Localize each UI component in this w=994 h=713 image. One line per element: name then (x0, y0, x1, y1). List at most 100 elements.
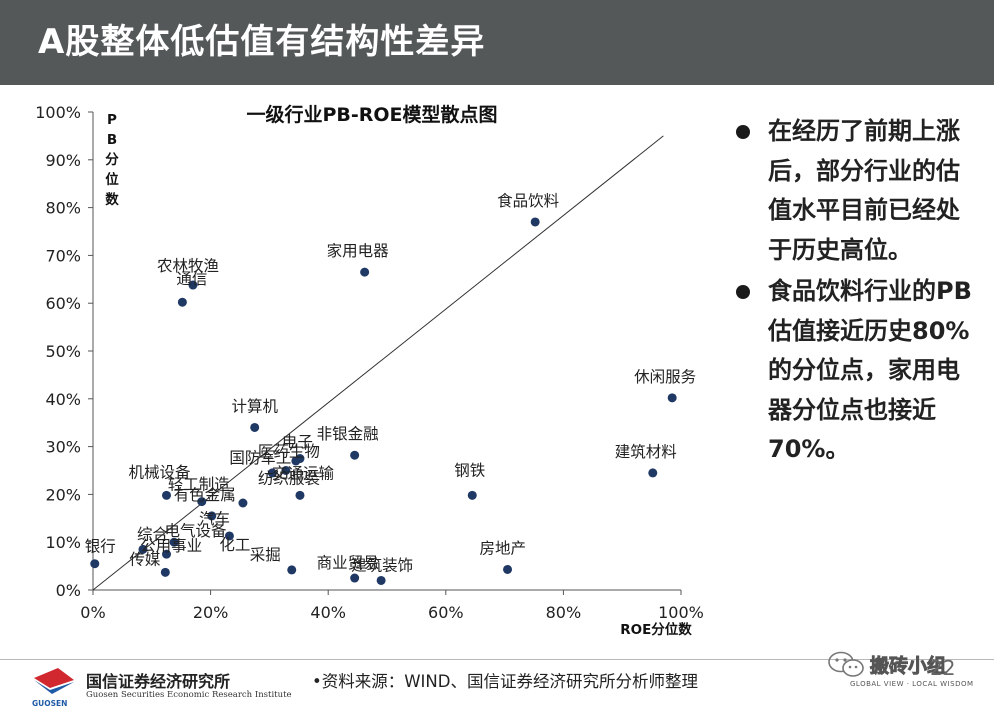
data-point-label: 钢铁 (454, 461, 485, 479)
y-tick-label: 10% (45, 533, 81, 552)
data-point-label: 化工 (219, 536, 250, 554)
bullet-dot-icon (736, 125, 750, 139)
data-point (503, 564, 513, 574)
data-point-label: 机械设备 (129, 463, 192, 481)
data-point (648, 468, 658, 478)
data-point (197, 497, 207, 507)
y-tick-label: 50% (45, 342, 81, 361)
y-axis-label-char: B (107, 132, 117, 148)
y-axis-label-char: 位 (105, 171, 119, 188)
bullet-item-2: 食品饮料行业的PB估值接近历史80%的分位点，家用电器分位点也接近70%。 (728, 272, 978, 470)
x-tick-label: 100% (658, 603, 704, 622)
data-point (360, 267, 370, 277)
y-tick-label: 60% (45, 294, 81, 313)
data-point-label: 传媒 (129, 550, 161, 568)
reference-line (92, 135, 664, 591)
data-point (467, 490, 477, 500)
x-tick-label: 40% (310, 603, 346, 622)
data-point-label: 国防军工 (229, 449, 291, 467)
data-point-label: 汽车 (199, 510, 230, 528)
data-point-label: 食品饮料 (497, 192, 559, 210)
data-point-label: 综合 (137, 525, 169, 543)
x-axis-label: ROE分位数 (620, 621, 692, 638)
data-point-label: 医药生物 (258, 443, 320, 461)
data-point (267, 468, 277, 478)
bullet-text-1: 在经历了前期上涨后，部分行业的估值水平目前已经处于历史高位。 (768, 117, 960, 264)
data-point (667, 393, 677, 403)
data-point (169, 537, 179, 547)
data-point-label: 家用电器 (327, 242, 390, 260)
chart-title: 一级行业PB-ROE模型散点图 (246, 103, 497, 126)
data-point (238, 498, 248, 508)
watermark-subtext: GLOBAL VIEW · LOCAL WISDOM (850, 680, 974, 688)
data-point-label: 交通运输 (272, 465, 335, 483)
bullet-text-2: 食品饮料行业的PB估值接近历史80%的分位点，家用电器分位点也接近70%。 (768, 277, 972, 463)
data-point-label: 银行 (85, 538, 116, 556)
data-point (207, 511, 217, 521)
data-point (90, 559, 100, 569)
y-tick-label: 100% (35, 103, 81, 122)
data-point-label: 有色金属 (174, 486, 236, 504)
bullet-list: 在经历了前期上涨后，部分行业的估值水平目前已经处于历史高位。 食品饮料行业的PB… (728, 112, 978, 472)
bullet-item-1: 在经历了前期上涨后，部分行业的估值水平目前已经处于历史高位。 (728, 112, 978, 270)
logo-name-cn: 国信证券经济研究所 (86, 672, 231, 691)
wechat-icon (828, 651, 864, 677)
data-point (530, 217, 540, 227)
data-point (350, 573, 360, 583)
logo-name-en: Guosen Securities Economic Research Inst… (86, 690, 292, 700)
y-tick-label: 90% (45, 151, 81, 170)
data-point-label: 建筑装饰 (351, 556, 413, 574)
data-point-label: 农林牧渔 (157, 257, 219, 275)
data-point-label: 通信 (176, 270, 207, 288)
data-point-label: 休闲服务 (634, 368, 696, 386)
guosen-logo-icon: GUOSEN (32, 668, 74, 708)
data-point-label: 轻工制造 (168, 476, 231, 494)
x-tick-label: 20% (193, 603, 229, 622)
pb-roe-scatter-chart: 0% 20% 40% 60% 80% 100% 0% 10% 20% 30% 40% 50% 60% 70… (35, 103, 704, 638)
y-tick-label: 20% (45, 485, 81, 504)
page-title: A股整体低估值有结构性差异 (38, 22, 486, 62)
data-point-label: 公用事业 (140, 537, 202, 555)
data-point-label: 采掘 (250, 546, 281, 564)
data-point (376, 575, 386, 585)
data-point-label: 房地产 (480, 539, 527, 557)
data-point-label: 纺织服装 (258, 469, 320, 487)
data-point-label: 非银金融 (317, 425, 379, 443)
data-point (250, 422, 260, 432)
x-tick-label: 60% (428, 603, 464, 622)
y-tick-label: 40% (45, 390, 81, 409)
data-point-label: 计算机 (231, 396, 278, 415)
watermark-text: 搬砖小组 (870, 655, 947, 678)
bullet-dot-icon (736, 285, 750, 299)
data-point (291, 456, 301, 466)
data-point (287, 565, 297, 575)
data-point-label: 电子 (282, 433, 313, 451)
page-number: 22 (930, 656, 956, 680)
data-point (224, 531, 234, 541)
data-point (138, 544, 148, 554)
watermark: 搬砖小组 GLOBAL VIEW · LOCAL WISDOM (826, 648, 990, 696)
source-note: •资料来源：WIND、国信证券经济研究所分析师整理 (312, 672, 698, 691)
y-tick-label: 70% (45, 246, 81, 265)
guosen-logo: GUOSEN 国信证券经济研究所 Guosen Securities Econo… (28, 664, 292, 708)
footer-divider (0, 659, 994, 660)
y-axis-label-char: 分 (105, 152, 119, 168)
y-tick-label: 30% (45, 438, 81, 457)
data-point (162, 549, 171, 559)
x-tick-label: 80% (546, 603, 582, 622)
data-point (281, 466, 291, 475)
data-point (162, 490, 171, 500)
data-point-label: 商业贸易 (317, 554, 379, 572)
x-tick-label: 0% (80, 603, 105, 622)
data-point (177, 297, 187, 307)
data-point (188, 280, 198, 290)
y-tick-label: 80% (45, 199, 81, 218)
data-point-label: 电气设备 (165, 522, 228, 540)
data-point-label: 建筑材料 (615, 443, 677, 461)
y-axis-label-char: 数 (105, 191, 119, 208)
y-axis-label-char: P (107, 112, 117, 128)
data-point (160, 567, 170, 577)
y-tick-label: 0% (56, 581, 81, 600)
title-bar: A股整体低估值有结构性差异 (0, 0, 994, 85)
data-point (350, 450, 360, 460)
